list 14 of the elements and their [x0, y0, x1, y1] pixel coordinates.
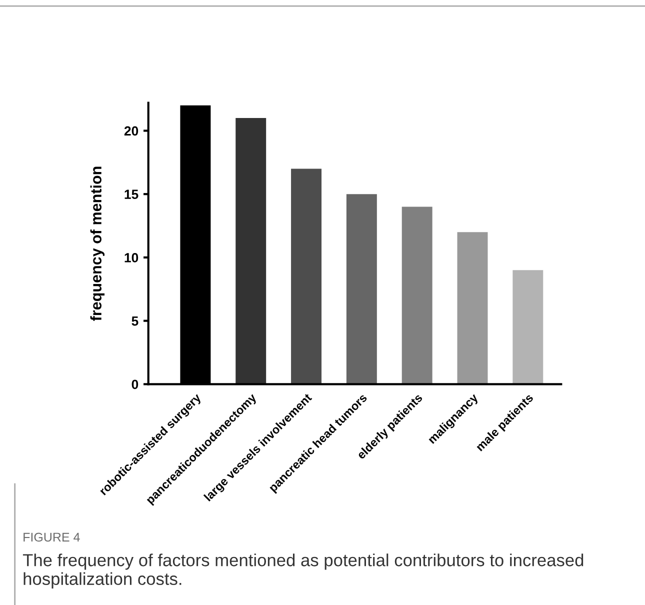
bar: [512, 270, 544, 384]
bar: [291, 168, 322, 384]
y-tick-label: 10: [124, 253, 138, 262]
caption: FIGURE 4: [24, 532, 80, 542]
bar: [236, 118, 266, 384]
bar: [346, 194, 377, 384]
y-tick-label: 0: [132, 380, 138, 390]
bar: [457, 232, 488, 384]
y-axis-title: frequency of mention: [90, 166, 105, 321]
text: The frequency of factors mentioned as potential contributors to increased hospitalization costs.: [22, 554, 584, 588]
bar: [402, 206, 432, 384]
y-tick-label: 20: [124, 126, 138, 136]
y-tick-label: 15: [124, 190, 138, 199]
y-tick-label: 5: [132, 316, 138, 326]
